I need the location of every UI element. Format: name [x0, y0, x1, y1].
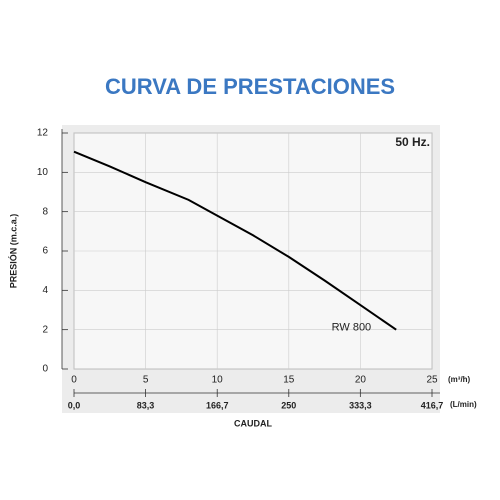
frequency-label: 50 Hz. — [395, 135, 430, 149]
chart-title: CURVA DE PRESTACIONES — [105, 74, 395, 99]
x-tick-label: 5 — [143, 375, 149, 386]
x-tick-label: 15 — [283, 375, 295, 386]
x2-tick-label: 250 — [281, 400, 296, 410]
x-tick-label: 0 — [71, 375, 77, 386]
y-tick-label: 2 — [42, 324, 48, 335]
x-unit-label: (m³/h) — [448, 375, 471, 384]
y-tick-label: 4 — [42, 285, 48, 296]
y-tick-label: 10 — [37, 167, 49, 178]
x2-tick-label: 166,7 — [206, 400, 229, 410]
x2-tick-label: 83,3 — [137, 400, 155, 410]
x2-tick-label: 333,3 — [349, 400, 372, 410]
y-tick-label: 0 — [42, 364, 48, 375]
x2-unit-label: (L/min) — [450, 400, 477, 409]
x-axis-label: CAUDAL — [234, 418, 272, 428]
x-tick-label: 10 — [212, 375, 224, 386]
x-tick-label: 20 — [355, 375, 367, 386]
y-tick-label: 12 — [37, 128, 49, 139]
y-tick-label: 6 — [42, 246, 48, 257]
x-tick-label: 25 — [426, 375, 438, 386]
y-tick-label: 8 — [42, 206, 48, 217]
curve — [73, 150, 397, 331]
y-axis-label: PRESIÓN (m.c.a.) — [7, 214, 18, 289]
series-label: RW 800 — [332, 322, 372, 334]
x2-tick-label: 416,7 — [421, 400, 444, 410]
x2-tick-label: 0,0 — [68, 400, 81, 410]
